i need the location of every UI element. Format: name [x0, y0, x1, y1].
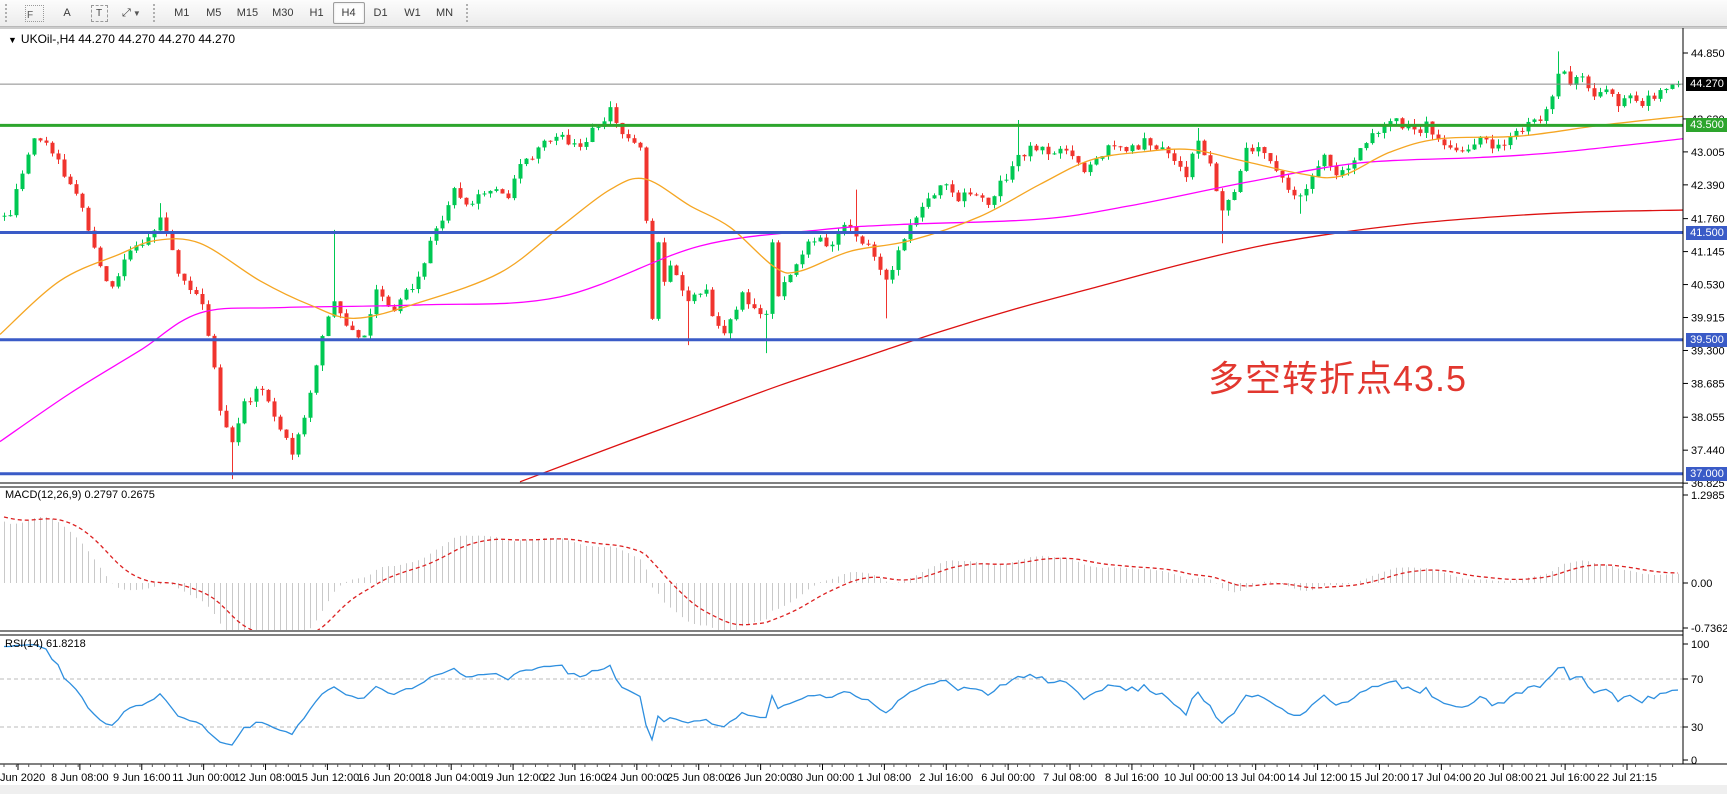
svg-text:36.825: 36.825: [1691, 478, 1725, 490]
svg-text:8 Jul 16:00: 8 Jul 16:00: [1105, 772, 1159, 784]
indicators-icon[interactable]: F: [18, 2, 51, 24]
chevron-down-icon: ▼: [132, 8, 141, 18]
svg-text:6 Jul 00:00: 6 Jul 00:00: [981, 772, 1035, 784]
candlesticks: [2, 51, 1681, 480]
svg-text:26 Jun 20:00: 26 Jun 20:00: [729, 772, 793, 784]
svg-text:5 Jun 2020: 5 Jun 2020: [0, 772, 45, 784]
timeframe-button-m15[interactable]: M15: [236, 7, 259, 19]
svg-text:42.390: 42.390: [1691, 180, 1725, 192]
svg-text:2 Jul 16:00: 2 Jul 16:00: [919, 772, 973, 784]
svg-text:24 Jun 00:00: 24 Jun 00:00: [605, 772, 669, 784]
chinese-annotation-text: 多空转折点43.5: [1208, 358, 1468, 399]
macd-plot: [3, 516, 1679, 630]
moving-averages: [0, 115, 1683, 483]
svg-text:-0.7362: -0.7362: [1691, 623, 1727, 635]
chart-toolbar: F A T ⤢ ▼ M1 M5 M15 M30 H1 H4 D1 W1 MN: [0, 0, 1727, 27]
svg-text:20 Jul 08:00: 20 Jul 08:00: [1473, 772, 1533, 784]
svg-text:25 Jun 08:00: 25 Jun 08:00: [667, 772, 731, 784]
svg-text:39.915: 39.915: [1691, 313, 1725, 325]
timeframe-button-w1[interactable]: W1: [404, 7, 421, 19]
timeframe-button-h1[interactable]: H1: [309, 7, 324, 19]
svg-text:1.2985: 1.2985: [1691, 490, 1725, 502]
rsi-plot: [0, 643, 1683, 746]
horizontal-level-lines: [0, 83, 1683, 476]
svg-text:0.00: 0.00: [1691, 578, 1712, 590]
svg-text:30: 30: [1691, 722, 1703, 734]
svg-text:30 Jun 00:00: 30 Jun 00:00: [791, 772, 855, 784]
svg-text:15 Jun 12:00: 15 Jun 12:00: [296, 772, 360, 784]
svg-text:18 Jun 04:00: 18 Jun 04:00: [419, 772, 483, 784]
price-badge: 44.270: [1686, 77, 1727, 92]
text-label-icon[interactable]: A: [63, 7, 71, 19]
timeframe-button-m1[interactable]: M1: [174, 7, 190, 19]
svg-text:22 Jul 21:15: 22 Jul 21:15: [1597, 772, 1657, 784]
svg-text:41.145: 41.145: [1691, 247, 1725, 259]
svg-text:1 Jul 08:00: 1 Jul 08:00: [857, 772, 911, 784]
timeframe-button-mn[interactable]: MN: [435, 7, 454, 19]
price-badge: 43.500: [1686, 118, 1727, 133]
price-badge: 41.500: [1686, 225, 1727, 240]
chart-title: ▼ UKOil-,H4 44.270 44.270 44.270 44.270: [8, 32, 236, 46]
svg-text:15 Jul 20:00: 15 Jul 20:00: [1349, 772, 1409, 784]
svg-text:39.300: 39.300: [1691, 345, 1725, 357]
svg-text:37.440: 37.440: [1691, 445, 1725, 457]
price-axis: 44.85043.62043.00542.39041.76041.14540.5…: [1683, 48, 1727, 767]
svg-text:44.850: 44.850: [1691, 48, 1725, 60]
svg-text:41.760: 41.760: [1691, 214, 1725, 226]
svg-text:100: 100: [1691, 639, 1709, 651]
svg-text:38.685: 38.685: [1691, 378, 1725, 390]
timeframe-buttons: M1 M5 M15 M30 H1 H4 D1 W1 MN: [166, 2, 461, 24]
svg-text:17 Jul 04:00: 17 Jul 04:00: [1411, 772, 1471, 784]
svg-text:70: 70: [1691, 674, 1703, 686]
svg-text:8 Jun 08:00: 8 Jun 08:00: [51, 772, 109, 784]
svg-text:21 Jul 16:00: 21 Jul 16:00: [1535, 772, 1595, 784]
timeframe-button-d1[interactable]: D1: [373, 7, 388, 19]
svg-text:0: 0: [1691, 755, 1697, 767]
cursor-mode-icon[interactable]: ⤢ ▼: [122, 6, 141, 19]
svg-text:40.530: 40.530: [1691, 280, 1725, 292]
svg-text:38.055: 38.055: [1691, 412, 1725, 424]
svg-text:19 Jun 12:00: 19 Jun 12:00: [481, 772, 545, 784]
toolbar-grip[interactable]: [152, 4, 162, 22]
timeframe-button-m30[interactable]: M30: [272, 7, 294, 19]
text-box-icon[interactable]: T: [83, 2, 115, 24]
svg-text:43.005: 43.005: [1691, 147, 1725, 159]
svg-text:11 Jun 00:00: 11 Jun 00:00: [172, 772, 235, 784]
price-badge: 37.000: [1686, 466, 1727, 481]
rsi-indicator-label: RSI(14) 61.8218: [5, 638, 86, 650]
toolbar-grip[interactable]: [5, 4, 14, 22]
svg-text:7 Jul 08:00: 7 Jul 08:00: [1043, 772, 1097, 784]
svg-text:12 Jun 08:00: 12 Jun 08:00: [234, 772, 298, 784]
macd-indicator-label: MACD(12,26,9) 0.2797 0.2675: [5, 489, 155, 501]
svg-text:22 Jun 16:00: 22 Jun 16:00: [543, 772, 607, 784]
toolbar-grip[interactable]: [465, 4, 475, 22]
svg-text:16 Jun 20:00: 16 Jun 20:00: [357, 772, 421, 784]
timeframe-button-h4[interactable]: H4: [332, 2, 365, 24]
timeframe-button-m5[interactable]: M5: [206, 7, 222, 19]
svg-text:10 Jul 00:00: 10 Jul 00:00: [1164, 772, 1224, 784]
collapse-triangle-icon[interactable]: ▼: [8, 35, 17, 45]
svg-text:14 Jul 12:00: 14 Jul 12:00: [1288, 772, 1348, 784]
svg-text:9 Jun 16:00: 9 Jun 16:00: [113, 772, 171, 784]
price-badge: 39.500: [1686, 332, 1727, 347]
svg-text:13 Jul 04:00: 13 Jul 04:00: [1226, 772, 1286, 784]
